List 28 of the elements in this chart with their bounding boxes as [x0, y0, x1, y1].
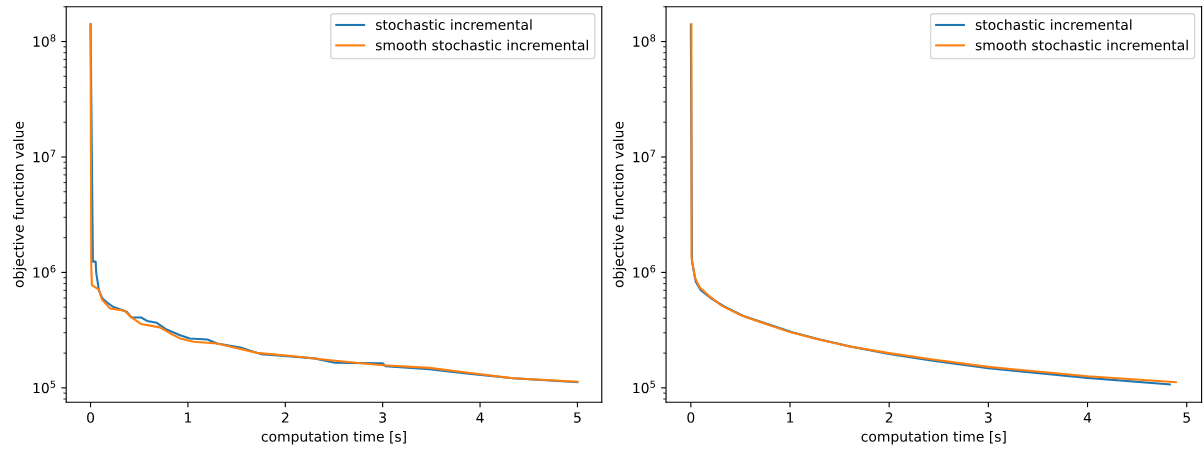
x-tick-label: 1	[787, 412, 794, 423]
x-tick-label: 0	[687, 412, 695, 423]
y-tick-label: 10$^{6}$	[33, 265, 56, 278]
y-axis-title: objective function value	[13, 121, 27, 288]
x-axis-title: computation time [s]	[261, 431, 406, 445]
y-tick-label: 10$^{8}$	[33, 34, 56, 47]
x-tick-label: 4	[1083, 412, 1092, 423]
x-tick-label: 3	[379, 412, 386, 423]
x-tick-label: 2	[885, 412, 893, 423]
x-tick-label: 0	[87, 412, 95, 423]
x-tick-label: 2	[281, 412, 289, 423]
legend-label: stochastic incremental	[375, 19, 532, 31]
y-axis-title: objective function value	[612, 121, 627, 288]
y-tick-label: 10$^{7}$	[33, 149, 56, 163]
x-tick-label: 5	[1183, 412, 1190, 423]
legend-label: smooth stochastic incremental	[975, 39, 1188, 51]
x-tick-label: 5	[574, 412, 581, 423]
x-tick-label: 4	[476, 412, 484, 423]
y-tick-label: 10$^{6}$	[633, 265, 656, 278]
y-tick-label: 10$^{7}$	[633, 149, 656, 163]
x-axis-title: computation time [s]	[861, 431, 1006, 445]
legend-label: stochastic incremental	[975, 19, 1132, 31]
legend-label: smooth stochastic incremental	[375, 39, 588, 51]
x-tick-label: 3	[985, 412, 992, 423]
x-tick-label: 1	[185, 412, 192, 423]
y-tick-label: 10$^{8}$	[633, 34, 656, 47]
y-tick-label: 10$^{5}$	[33, 380, 56, 394]
y-tick-label: 10$^{5}$	[633, 380, 656, 394]
